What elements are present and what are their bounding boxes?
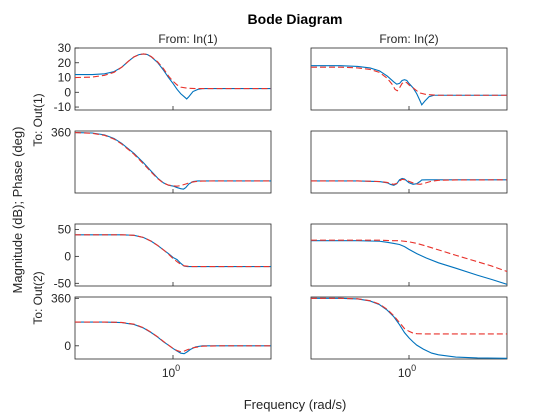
series-line-dashed: [311, 239, 507, 272]
y-tick-label: -50: [54, 276, 72, 290]
axes-box: [310, 223, 508, 287]
axes-box: [74, 223, 272, 287]
y-tick-label: -10: [54, 100, 72, 114]
axes-box: [310, 296, 508, 360]
panel-mag-out2-in2: [310, 223, 508, 287]
y-tick-label: 50: [58, 222, 72, 236]
panel-mag-out1-in2: [310, 47, 508, 111]
y-tick-label: 360: [51, 126, 71, 140]
x-tick-exponent: 0: [411, 363, 416, 373]
y-axis-label: Magnitude (dB); Phase (deg): [10, 127, 25, 294]
column-title-in1: From: In(1): [158, 32, 217, 46]
y-tick-label: 0: [64, 249, 71, 263]
y-tick-label: 0: [64, 339, 71, 353]
y-tick-label: 20: [58, 56, 72, 70]
series-line-solid: [311, 65, 507, 106]
x-tick-base: 10: [162, 366, 176, 380]
series-line-dashed: [311, 66, 507, 96]
series-line-dashed: [75, 53, 271, 90]
x-tick-base: 10: [398, 366, 412, 380]
chart-title: Bode Diagram: [248, 11, 343, 27]
x-axis-label: Frequency (rad/s): [244, 397, 347, 412]
series-line-dashed: [311, 178, 507, 185]
series-line-dashed: [311, 297, 507, 335]
y-tick-label: 360: [51, 291, 71, 305]
axes-box: [310, 47, 508, 111]
row-label-out2: To: Out(2): [31, 271, 45, 324]
x-tick-label: 100: [162, 363, 180, 380]
y-tick-label: 10: [58, 71, 72, 85]
axes-box: [74, 47, 272, 111]
series-line-dashed: [75, 234, 271, 268]
axes-box: [74, 296, 272, 360]
x-tick-exponent: 0: [175, 363, 180, 373]
series-line-dashed: [75, 321, 271, 353]
y-tick-label: 0: [64, 85, 71, 99]
axes-box: [310, 130, 508, 194]
series-line-dashed: [75, 132, 271, 187]
x-tick-label: 100: [398, 363, 416, 380]
column-title-in2: From: In(2): [379, 32, 438, 46]
series-line-solid: [311, 240, 507, 285]
panel-phase-out1-in2: [310, 130, 508, 194]
y-tick-label: 30: [58, 41, 72, 55]
row-label-out1: To: Out(1): [31, 93, 45, 146]
panel-phase-out1-in1: 360: [51, 126, 272, 194]
axes-box: [74, 130, 272, 194]
panel-phase-out2-in2: 100: [310, 296, 508, 380]
panel-mag-out2-in1: -50 0 50: [54, 222, 272, 290]
